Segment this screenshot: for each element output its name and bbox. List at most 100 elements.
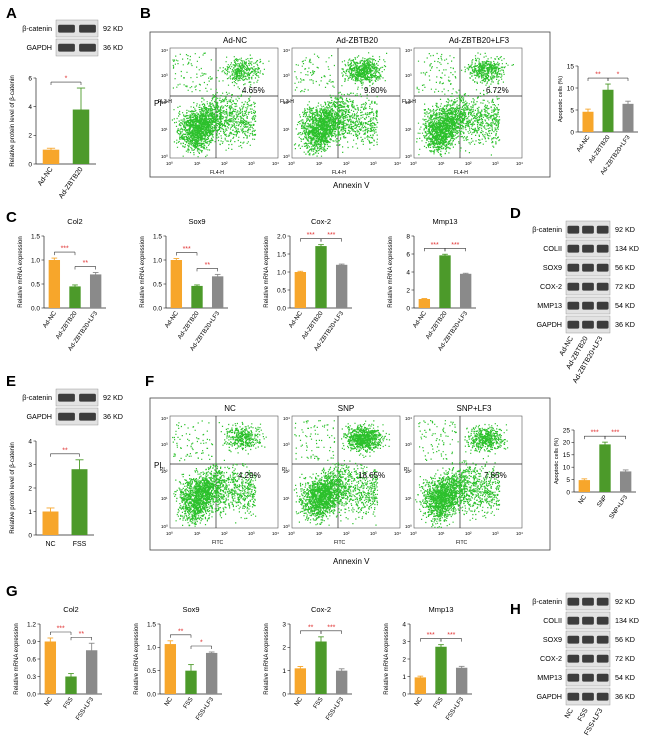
blot-band	[596, 301, 609, 310]
y-tick-label: 1.0	[31, 257, 40, 264]
blot-band	[567, 244, 580, 253]
y-tick-label: 25	[563, 427, 571, 434]
bar	[89, 274, 102, 308]
bar	[164, 644, 177, 694]
flow-plot-title: Ad-ZBTB20+LF3	[449, 36, 510, 45]
blot-band	[582, 320, 594, 329]
bar	[72, 109, 90, 164]
blot-protein-label: β-catenin	[532, 597, 562, 606]
sig-marker: ***	[327, 624, 335, 631]
chart-title: Mmp13	[428, 605, 453, 614]
sig-marker: ***	[183, 246, 191, 253]
tick-x3: 10³	[370, 531, 377, 536]
category-label: Ad-NC	[288, 310, 305, 330]
blot-band	[596, 635, 609, 644]
tick-y4: 10⁴	[161, 48, 168, 53]
flow-plot: NC 4.29% FITC PI 10⁰ 10¹ 10² 10³ 10⁴ 10⁰…	[160, 404, 279, 546]
sig-marker: **	[178, 628, 184, 635]
tick-x0: 10⁰	[288, 161, 295, 166]
blot-size-label: 36 KD	[615, 692, 635, 701]
y-tick-label: 10	[567, 85, 575, 92]
tick-x2: 10²	[221, 161, 228, 166]
blot-size-label: 56 KD	[615, 635, 635, 644]
sig-marker: ***	[447, 632, 455, 639]
y-tick-label: 1	[402, 674, 406, 681]
western-blot-h: β-catenin 92 KD COLII 134 KD SOX9 56 KD COX-2 7…	[532, 592, 639, 737]
panel-label-a: A	[6, 5, 17, 22]
y-tick-label: 8	[406, 233, 410, 240]
y-tick-label: 5	[570, 107, 574, 114]
category-label: NC	[43, 696, 54, 708]
sig-marker: ***	[611, 430, 619, 437]
sig-marker: ***	[327, 232, 335, 239]
tick-x1: 10¹	[194, 161, 201, 166]
y-tick-label: 2	[28, 485, 32, 492]
tick-x3: 10³	[492, 531, 499, 536]
tick-y0: 10⁰	[405, 154, 412, 159]
bar	[582, 111, 594, 132]
blot-band	[596, 673, 609, 682]
blot-size-label: 36 KD	[103, 412, 123, 421]
blot-protein-label: β-catenin	[532, 225, 562, 234]
category-label: NC	[163, 696, 174, 708]
y-axis-label: Apoptotic cells (%)	[554, 438, 560, 484]
bar	[69, 286, 81, 308]
tick-x1: 10¹	[438, 161, 445, 166]
y-axis-label: Relative mRNA expression	[388, 236, 394, 307]
bar	[205, 652, 218, 694]
y-tick-label: 2	[402, 656, 406, 663]
category-label: FSS+LF3	[194, 696, 215, 722]
blot-band	[582, 301, 594, 310]
blot-strip	[55, 388, 99, 407]
y-tick-label: 1.5	[147, 621, 156, 628]
flow-plot-title: Ad-NC	[223, 36, 247, 45]
tick-x2: 10²	[343, 531, 350, 536]
blot-band	[596, 320, 609, 329]
flow-axis-y: FL3-H	[280, 99, 294, 105]
flow-axis-x: FL4-H	[454, 170, 468, 176]
sig-marker: ***	[57, 626, 65, 633]
blot-strip	[55, 407, 99, 426]
tick-x3: 10³	[492, 161, 499, 166]
sig-marker: ***	[451, 242, 459, 249]
bar	[335, 670, 348, 694]
flow-panel-f: PI Annexin V NC 4.29% FITC PI 10⁰ 10¹ 10…	[149, 397, 551, 566]
bar	[435, 646, 447, 694]
category-label: FSS	[182, 696, 195, 710]
blot-size-label: 72 KD	[615, 282, 635, 291]
flow-axis-x: FL4-H	[332, 170, 346, 176]
y-axis-label: Relative mRNA expression	[264, 236, 270, 307]
blot-band	[79, 43, 96, 52]
y-tick-label: 0.9	[27, 639, 36, 646]
blot-band	[567, 301, 580, 310]
blot-band	[582, 673, 594, 682]
blot-band	[567, 654, 580, 663]
blot-band	[582, 282, 594, 291]
tick-y3: 10³	[405, 73, 412, 78]
tick-x0: 10⁰	[166, 531, 173, 536]
y-tick-label: 0.0	[147, 691, 156, 698]
bar	[170, 260, 183, 308]
y-tick-label: 0.5	[277, 287, 286, 294]
tick-y3: 10³	[283, 73, 290, 78]
y-tick-label: 0.0	[277, 305, 286, 312]
bar	[619, 471, 632, 492]
y-tick-label: 2	[282, 645, 286, 652]
blot-band	[596, 244, 609, 253]
bar-chart-a: 0 2 4 6 Relative protein level of β-catenin A…	[9, 75, 96, 200]
bar	[48, 260, 61, 308]
flow-dots	[415, 420, 509, 529]
bar	[578, 480, 591, 492]
tick-y2: 10²	[161, 469, 168, 474]
bar-chart-g3: 0 1 2 3 Relative mRNA expression Cox-2 NC FSS FS…	[264, 605, 352, 722]
bar-chart-c1: 0.0 0.5 1.0 1.5 Relative mRNA expression Col2…	[18, 217, 106, 352]
category-label: SNP	[596, 494, 609, 508]
flow-plot-box: 18.65% FITC PI 10⁰ 10¹ 10² 10³ 10⁴ 10⁰ 1…	[282, 415, 401, 546]
tick-y1: 10¹	[161, 496, 168, 501]
flow-f-ylabel: PI	[154, 461, 162, 470]
blot-band	[582, 692, 594, 701]
bar	[185, 670, 197, 694]
chart-title: Mmp13	[432, 217, 457, 226]
blot-band	[582, 244, 594, 253]
